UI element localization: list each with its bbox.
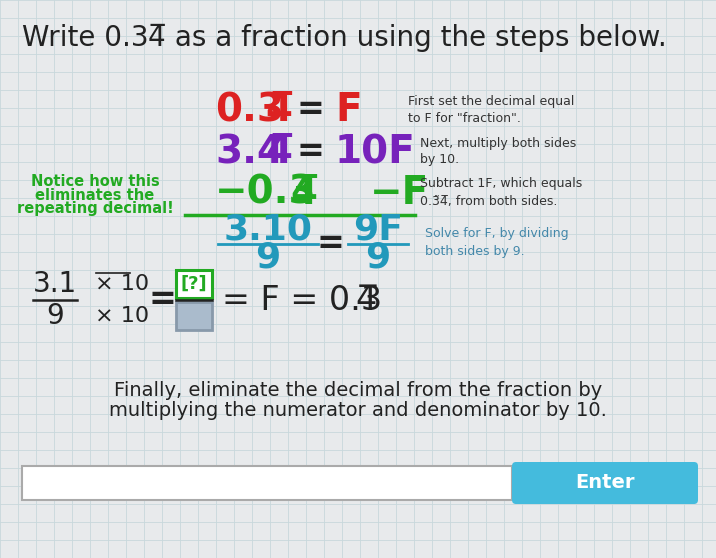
Text: =: =: [296, 136, 324, 169]
Text: =: =: [316, 228, 344, 261]
FancyBboxPatch shape: [22, 466, 512, 500]
FancyBboxPatch shape: [176, 270, 212, 298]
Text: 4̅: 4̅: [265, 91, 292, 129]
Text: × 10: × 10: [95, 274, 149, 294]
Text: Subtract 1F, which equals: Subtract 1F, which equals: [420, 177, 582, 190]
Text: 9: 9: [365, 241, 391, 275]
Text: multiplying the numerator and denominator by 10.: multiplying the numerator and denominato…: [109, 401, 607, 420]
Text: 9: 9: [46, 302, 64, 330]
Text: 4̅: 4̅: [290, 174, 317, 212]
Text: Next, multiply both sides: Next, multiply both sides: [420, 137, 576, 150]
Text: 3.1: 3.1: [33, 270, 77, 298]
Text: 9: 9: [256, 241, 281, 275]
Text: 9F: 9F: [353, 213, 403, 247]
Text: =: =: [148, 283, 176, 316]
Text: Solve for F, by dividing: Solve for F, by dividing: [425, 228, 569, 240]
Text: F: F: [335, 91, 362, 129]
Text: 4̅: 4̅: [355, 283, 376, 316]
Text: to F for "fraction".: to F for "fraction".: [408, 112, 521, 124]
Text: 10F: 10F: [335, 133, 416, 171]
Text: 4̅: 4̅: [148, 24, 165, 52]
Text: Finally, eliminate the decimal from the fraction by: Finally, eliminate the decimal from the …: [114, 381, 602, 400]
Text: Write 0.3: Write 0.3: [22, 24, 149, 52]
Text: 0.3: 0.3: [215, 91, 284, 129]
Text: [?]: [?]: [180, 275, 208, 293]
FancyBboxPatch shape: [176, 302, 212, 330]
Text: First set the decimal equal: First set the decimal equal: [408, 94, 574, 108]
Text: as a fraction using the steps below.: as a fraction using the steps below.: [166, 24, 667, 52]
Text: −0.3: −0.3: [215, 174, 316, 212]
Text: Notice how this: Notice how this: [31, 174, 160, 189]
Text: −F: −F: [370, 174, 430, 212]
Text: both sides by 9.: both sides by 9.: [425, 244, 525, 257]
Text: = F = 0.3: = F = 0.3: [222, 283, 382, 316]
Text: 3.10: 3.10: [223, 213, 312, 247]
Text: eliminates the: eliminates the: [35, 187, 155, 203]
Text: Enter: Enter: [575, 474, 635, 493]
Text: 0.3̃4̅, from both sides.: 0.3̃4̅, from both sides.: [420, 195, 557, 208]
Text: =: =: [296, 94, 324, 127]
Text: by 10.: by 10.: [420, 153, 459, 166]
Text: repeating decimal!: repeating decimal!: [16, 201, 173, 217]
Text: × 10: × 10: [95, 306, 149, 326]
FancyBboxPatch shape: [512, 462, 698, 504]
Text: 3.4: 3.4: [215, 133, 284, 171]
Text: 4̅: 4̅: [265, 133, 292, 171]
